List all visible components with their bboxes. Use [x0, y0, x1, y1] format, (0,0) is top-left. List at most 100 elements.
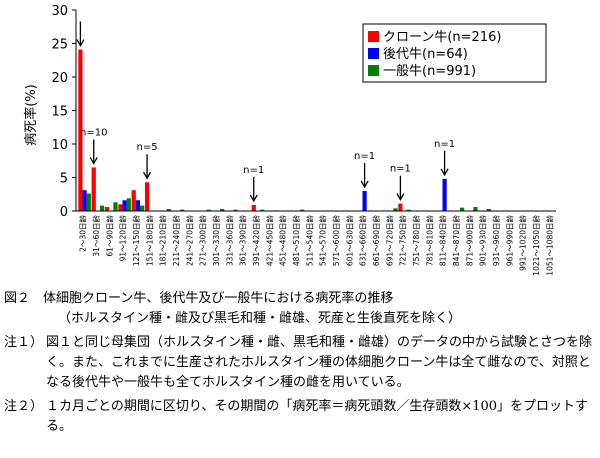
x-tick-label: 331～360日齢: [224, 215, 234, 267]
bar: [486, 208, 491, 211]
legend-swatch-general: [368, 65, 379, 76]
bar: [126, 198, 131, 211]
x-tick-label: 1021～1050日齢: [531, 215, 541, 275]
bar: [91, 167, 96, 211]
x-tick-label: 841～870日齢: [451, 215, 461, 267]
x-tick-label: 391～420日齢: [251, 215, 261, 267]
bar: [140, 205, 145, 211]
x-tick-label: 601～630日齢: [344, 215, 354, 267]
x-tick-label: 2～30日齢: [78, 215, 88, 252]
legend-box: [362, 23, 547, 83]
figure-caption-subtitle: （ホルスタイン種・雌及び黒毛和種・雌雄、死産と生後直死を除く）: [58, 311, 462, 326]
x-tick-label: 901～930日齢: [478, 215, 488, 267]
bar: [113, 202, 118, 211]
x-tick-label: 361～390日齢: [238, 215, 248, 267]
bar: [442, 178, 447, 211]
x-tick-label: 421～450日齢: [264, 215, 274, 267]
x-tick-label: 271～300日齢: [198, 215, 208, 267]
x-tick-label: 181～210日齢: [158, 215, 168, 267]
x-tick-label: 571～600日齢: [331, 215, 341, 267]
y-tick-label: 25: [51, 38, 68, 53]
y-axis-ticks: 0 5 10 15 20 25 30: [51, 4, 76, 220]
legend-label-general: 一般牛(n=991): [383, 63, 476, 79]
legend-label-clone: クローン牛(n=216): [383, 30, 501, 45]
x-tick-label: 931～960日齢: [491, 215, 501, 267]
annotation-arrowhead: [360, 180, 369, 189]
bar: [398, 203, 403, 211]
bar: [393, 208, 398, 211]
x-tick-label: 541～570日齢: [318, 215, 328, 267]
x-tick-label: 811～840日齢: [438, 215, 448, 267]
note-2: 注２） １カ月ごとの期間に区切り、その期間の「病死率＝病死頭数／生存頭数×100…: [4, 397, 596, 437]
annotation-label: n=5: [137, 142, 158, 153]
annotation-arrowhead: [89, 157, 98, 165]
x-tick-label: 991～1020日齢: [518, 215, 528, 271]
bars-layer: [78, 49, 491, 211]
y-tick-label: 20: [51, 71, 68, 86]
x-tick-label: 481～510日齢: [291, 215, 301, 267]
x-tick-label: 691～720日齢: [384, 215, 394, 267]
y-tick-label: 15: [51, 105, 68, 120]
y-tick-label: 0: [60, 205, 68, 220]
annotation-label: n=1: [390, 164, 411, 175]
bar: [135, 200, 141, 211]
legend-swatch-progeny: [368, 48, 379, 59]
figure-caption-title: 図２ 体細胞クローン牛、後代牛及び一般牛における病死率の推移: [4, 291, 394, 306]
annotation-label: n=1: [243, 165, 264, 176]
annotation-arrowhead: [396, 193, 405, 201]
bar: [251, 204, 256, 211]
note-2-text: １カ月ごとの期間に区切り、その期間の「病死率＝病死頭数／生存頭数×100」をプロ…: [46, 399, 589, 434]
annotations-layer: n=10 n=5 n=1 n=1 n=1 n=1: [76, 21, 455, 203]
note-1-text: 図１と同じ母集団（ホルスタイン種・雌、黒毛和種・雌雄）のデータの中から試験とさつ…: [46, 335, 593, 390]
x-tick-label: 151～180日齢: [144, 215, 154, 267]
bar: [122, 200, 127, 211]
x-tick-label: 871～900日齢: [464, 215, 474, 267]
x-tick-label: 91～120日齢: [118, 215, 128, 262]
x-tick-label: 631～660日齢: [358, 215, 368, 267]
bar: [78, 49, 83, 211]
note-2-label: 注２）: [4, 399, 44, 414]
bar: [180, 209, 185, 211]
x-tick-label: 31～60日齢: [91, 215, 101, 257]
bar: [460, 207, 465, 211]
legend-label-progeny: 後代牛(n=64): [383, 47, 468, 62]
x-tick-label: 511～540日齢: [304, 215, 314, 267]
annotation-arrowhead: [143, 171, 152, 180]
bar: [473, 206, 478, 211]
annotation-arrowhead: [249, 194, 258, 203]
x-tick-label: 241～270日齢: [184, 215, 194, 267]
bar: [166, 208, 171, 211]
bar: [144, 182, 150, 211]
bar: [220, 208, 225, 211]
bar: [82, 190, 87, 211]
bar: [206, 209, 211, 211]
annotation-label: n=1: [434, 139, 455, 150]
note-1: 注１） 図１と同じ母集団（ホルスタイン種・雌、黒毛和種・雌雄）のデータの中から試…: [4, 333, 596, 393]
x-tick-label: 121～150日齢: [131, 215, 141, 267]
x-tick-label: 781～810日齢: [424, 215, 434, 267]
x-tick-label: 1051～1080日齢: [544, 215, 554, 275]
bar: [362, 190, 367, 211]
annotation-label: n=1: [354, 151, 375, 162]
bar: [86, 193, 91, 211]
x-tick-label: 61～90日齢: [104, 215, 114, 257]
legend: クローン牛(n=216) 後代牛(n=64) 一般牛(n=991): [362, 23, 547, 83]
note-1-label: 注１）: [4, 335, 44, 350]
x-tick-label: 661～690日齢: [371, 215, 381, 267]
bar: [260, 209, 265, 211]
x-tick-label: 751～780日齢: [411, 215, 421, 267]
bar: [300, 209, 305, 211]
legend-swatch-clone: [368, 31, 379, 42]
annotation-arrowhead: [76, 39, 85, 47]
x-tick-label: 211～240日齢: [171, 215, 181, 267]
bar: [233, 209, 238, 211]
annotation-arrowhead: [440, 168, 449, 177]
bar: [131, 190, 136, 211]
x-axis-tick-labels: 2～30日齢 31～60日齢 61～90日齢 91～120日齢 121～150日齢 151…: [78, 215, 555, 275]
x-tick-label: 721～750日齢: [398, 215, 408, 267]
x-tick-label: 451～480日齢: [278, 215, 288, 267]
bar: [406, 209, 411, 211]
bar: [104, 206, 110, 211]
y-tick-label: 10: [51, 138, 68, 153]
